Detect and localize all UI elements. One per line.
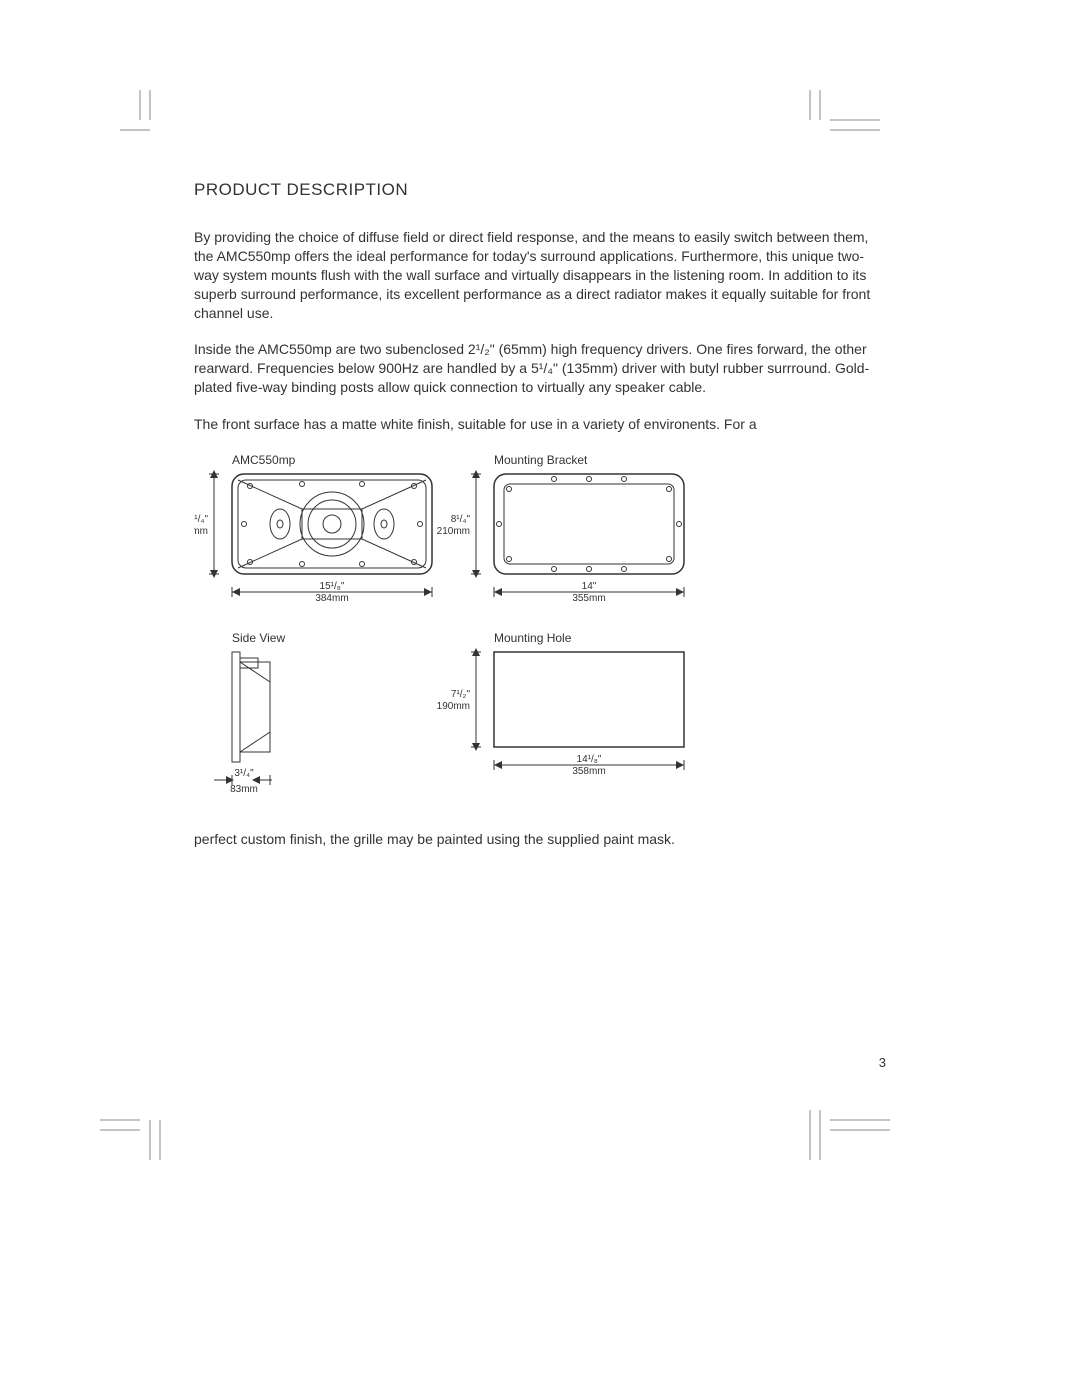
side-label: Side View — [232, 631, 285, 645]
paragraph-2: Inside the AMC550mp are two subenclosed … — [194, 340, 886, 397]
svg-text:7¹/₂": 7¹/₂" — [451, 689, 471, 700]
paragraph-1: By providing the choice of diffuse field… — [194, 228, 886, 322]
svg-text:3¹/₄": 3¹/₄" — [234, 768, 254, 779]
svg-text:83mm: 83mm — [230, 784, 258, 795]
svg-text:14": 14" — [582, 581, 597, 592]
section-title: PRODUCT DESCRIPTION — [194, 180, 886, 200]
hole-label: Mounting Hole — [494, 631, 572, 645]
bracket-label: Mounting Bracket — [494, 453, 588, 467]
svg-text:15¹/₈": 15¹/₈" — [320, 581, 345, 592]
svg-text:14¹/₈": 14¹/₈" — [577, 754, 602, 765]
diagram-svg: AMC550mp — [194, 452, 886, 812]
paragraph-3: The front surface has a matte white fini… — [194, 415, 886, 434]
paragraph-4: perfect custom finish, the grille may be… — [194, 830, 886, 849]
svg-text:355mm: 355mm — [572, 593, 605, 604]
page-number: 3 — [879, 1055, 886, 1070]
svg-text:210mm: 210mm — [437, 526, 470, 537]
svg-text:190mm: 190mm — [437, 701, 470, 712]
page-content: PRODUCT DESCRIPTION By providing the cho… — [194, 180, 886, 867]
svg-text:8¹/₄": 8¹/₄" — [451, 514, 471, 525]
svg-text:8¹/₄": 8¹/₄" — [194, 514, 208, 525]
technical-diagrams: AMC550mp — [194, 452, 886, 812]
svg-text:210mm: 210mm — [194, 526, 208, 537]
amc-label: AMC550mp — [232, 453, 296, 467]
svg-text:384mm: 384mm — [315, 593, 348, 604]
svg-text:358mm: 358mm — [572, 766, 605, 777]
